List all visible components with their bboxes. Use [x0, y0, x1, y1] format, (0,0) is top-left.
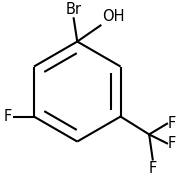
Text: F: F — [149, 161, 157, 176]
Text: F: F — [3, 109, 12, 124]
Text: OH: OH — [102, 9, 125, 24]
Text: F: F — [168, 136, 176, 151]
Text: F: F — [168, 116, 176, 131]
Text: Br: Br — [66, 2, 82, 17]
